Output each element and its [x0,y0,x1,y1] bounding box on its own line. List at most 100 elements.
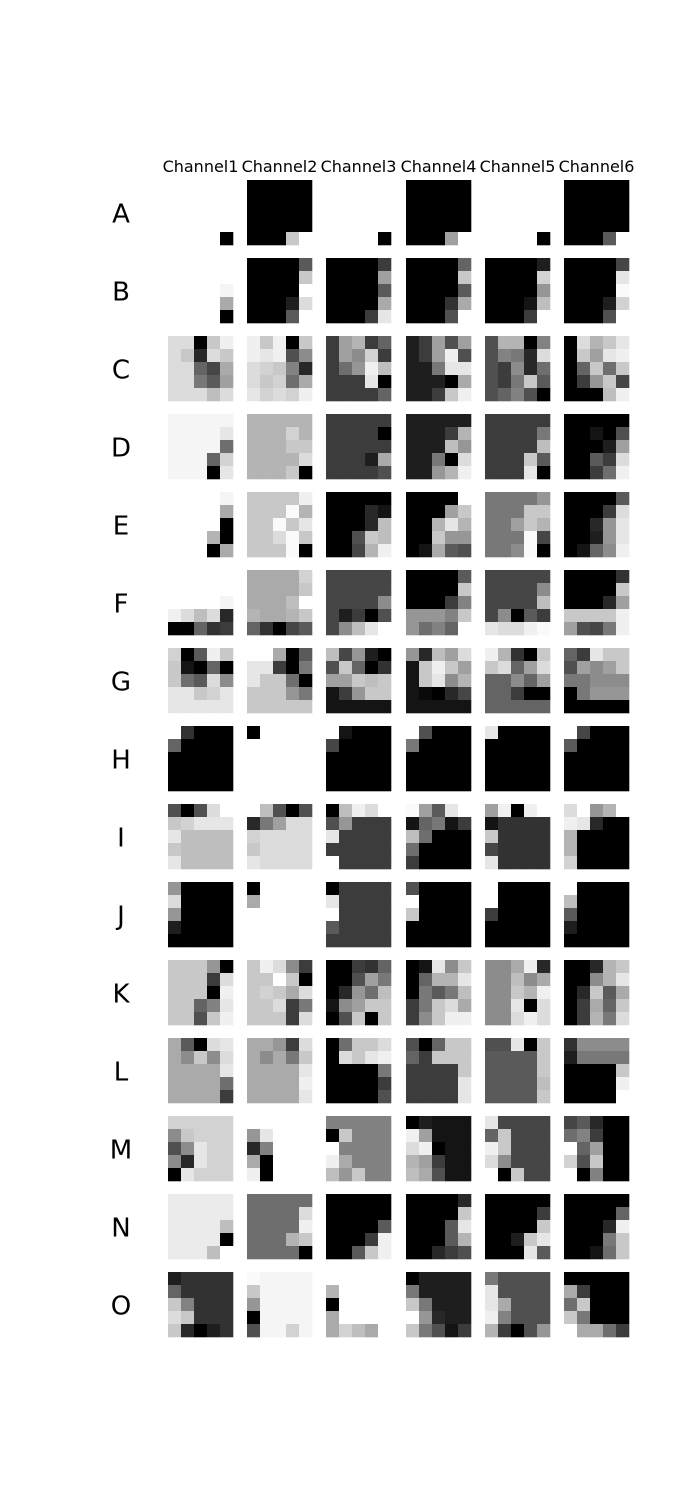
heatmap-cell [207,999,221,1013]
heatmap-cell [207,856,221,870]
heatmap-cell [498,1285,512,1299]
heatmap-cell [458,765,472,779]
heatmap-cell [564,271,578,285]
heatmap-cell [299,1129,313,1143]
heatmap-cell [168,232,182,246]
heatmap-cell [577,1194,591,1208]
heatmap-cell [352,895,366,909]
heatmap-cell [406,180,420,194]
heatmap-cell [498,817,512,831]
heatmap-cell [247,505,261,519]
heatmap-cell [406,375,420,389]
heatmap-cell [590,336,604,350]
heatmap-cell [273,752,287,766]
heatmap-cell [432,882,446,896]
heatmap-cell [181,1233,195,1247]
heatmap-cell [352,1272,366,1286]
heatmap-cell [378,661,392,675]
heatmap-cell [537,622,551,636]
heatmap-cell [445,1168,459,1182]
heatmap-cell [485,505,499,519]
heatmap-cell [260,882,274,896]
heatmap-cell [326,492,340,506]
heatmap-cell [406,1311,420,1325]
heatmap-cell [524,895,538,909]
heatmap-cell [616,1142,630,1156]
heatmap-cell [616,388,630,402]
heatmap-cell [590,427,604,441]
heatmap-cell [511,466,525,480]
heatmap-cell [524,1220,538,1234]
heatmap-cell [339,609,353,623]
heatmap-cell [339,1220,353,1234]
heatmap-cell [590,999,604,1013]
heatmap-cell [616,1012,630,1026]
heatmap-cell [168,1012,182,1026]
heatmap-cell [419,232,433,246]
heatmap-cell [537,765,551,779]
heatmap-cell [577,1207,591,1221]
heatmap-cell [220,453,234,467]
heatmap-cell [419,1064,433,1078]
heatmap-cell [577,453,591,467]
heatmap-cell [286,310,300,324]
heatmap-cell [273,1129,287,1143]
heatmap-cell [378,999,392,1013]
heatmap-panel [247,492,313,558]
heatmap-cell [181,1324,195,1338]
heatmap-cell [181,531,195,545]
heatmap-cell [537,375,551,389]
heatmap-cell [260,219,274,233]
heatmap-cell [537,297,551,311]
heatmap-cell [432,466,446,480]
heatmap-cell [260,414,274,428]
heatmap-cell [590,1077,604,1091]
heatmap-cell [247,1155,261,1169]
heatmap-cell [485,973,499,987]
heatmap-cell [207,453,221,467]
heatmap-cell [220,856,234,870]
heatmap-cell [498,1324,512,1338]
heatmap-cell [590,596,604,610]
heatmap-cell [603,1220,617,1234]
heatmap-cell [485,232,499,246]
heatmap-cell [260,271,274,285]
heatmap-cell [406,1233,420,1247]
heatmap-panel [247,414,313,480]
heatmap-panel [247,1194,313,1260]
heatmap-cell [616,349,630,363]
heatmap-cell [419,882,433,896]
heatmap-cell [524,284,538,298]
heatmap-cell [616,544,630,558]
heatmap-cell [220,232,234,246]
heatmap-cell [352,609,366,623]
heatmap-cell [419,1012,433,1026]
row-label: A [112,200,130,230]
heatmap-cell [524,1298,538,1312]
heatmap-cell [378,505,392,519]
heatmap-panel [564,1272,630,1338]
heatmap-cell [247,752,261,766]
heatmap-cell [220,492,234,506]
heatmap-cell [419,388,433,402]
heatmap-cell [299,726,313,740]
heatmap-cell [365,739,379,753]
heatmap-cell [590,934,604,948]
heatmap-cell [616,661,630,675]
heatmap-cell [260,1129,274,1143]
heatmap-cell [537,284,551,298]
heatmap-cell [181,804,195,818]
heatmap-cell [458,570,472,584]
heatmap-cell [168,1272,182,1286]
heatmap-cell [352,739,366,753]
heatmap-cell [299,570,313,584]
heatmap-cell [498,661,512,675]
heatmap-cell [194,258,208,272]
heatmap-cell [378,856,392,870]
heatmap-cell [286,700,300,714]
heatmap-cell [564,687,578,701]
heatmap-cell [207,180,221,194]
heatmap-cell [432,674,446,688]
heatmap-panel [564,258,630,324]
heatmap-cell [564,778,578,792]
